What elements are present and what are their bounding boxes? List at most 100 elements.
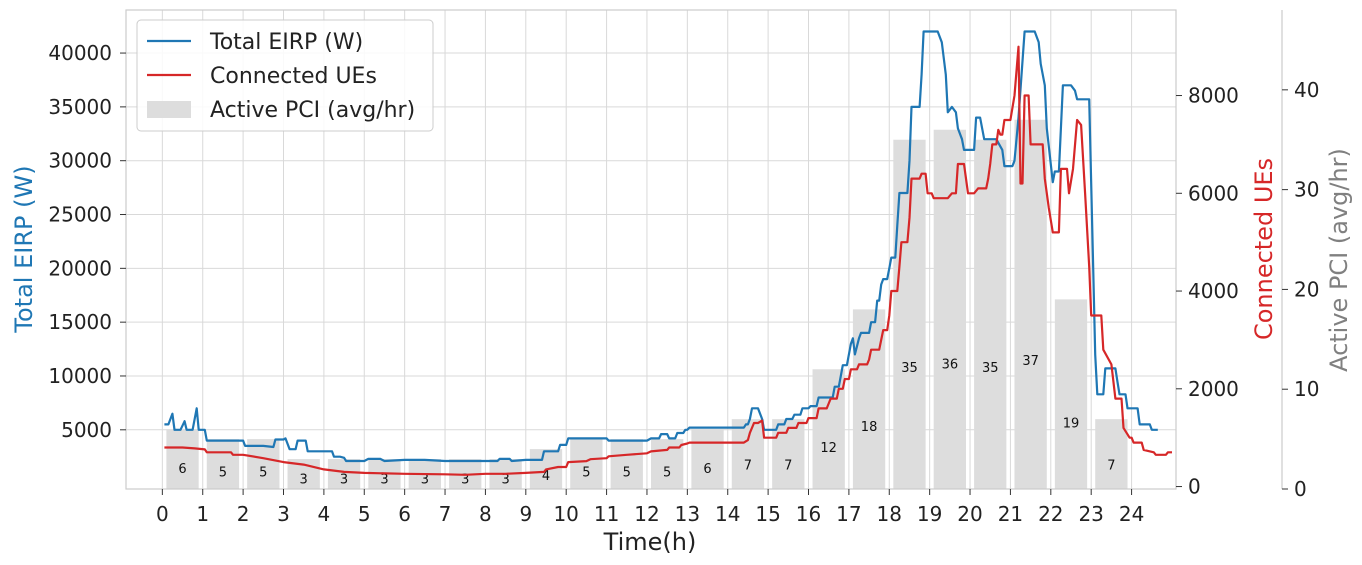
x-tick-label-13: 13: [675, 502, 700, 526]
x-tick-label-19: 19: [917, 502, 942, 526]
x-tick-label-18: 18: [877, 502, 902, 526]
y-left-tick-label-6: 35000: [48, 95, 112, 119]
pci-bar-label-16: 12: [820, 441, 837, 456]
y-left-tick-label-3: 20000: [48, 256, 112, 280]
pci-bar-label-14: 7: [744, 459, 752, 474]
x-tick-label-20: 20: [957, 502, 982, 526]
pci-bar-label-7: 3: [461, 473, 469, 488]
pci-bars: [166, 119, 1128, 489]
pci-bar-23: [1095, 419, 1128, 489]
pci-bar-0: [166, 429, 199, 489]
x-tick-label-24: 24: [1119, 502, 1144, 526]
pci-bar-20: [974, 139, 1007, 489]
y-axis-right-ues: 0 2000 4000 6000 8000: [1176, 84, 1239, 499]
pci-bar-13: [691, 429, 724, 489]
x-axis-title: Time(h): [603, 528, 697, 556]
pci-bar-label-11: 5: [623, 466, 631, 481]
pci-bar-label-5: 3: [380, 473, 388, 488]
pci-bar-16: [812, 369, 845, 489]
y-left-tick-label-7: 40000: [48, 41, 112, 65]
ues-line: [164, 45, 1172, 476]
x-axis: 0 1 2 3 4 5 6 7 8 9 10 11 12 13 14 15 16 17 18 19 20 21 22 23 24: [156, 489, 1144, 526]
y-ues-tick-label-2: 4000: [1188, 279, 1239, 303]
pci-bar-label-18: 35: [901, 361, 918, 376]
pci-bar-label-1: 5: [219, 466, 227, 481]
y-pci-tick-label-4: 40: [1294, 78, 1319, 102]
series-lines: [164, 30, 1172, 476]
pci-bar-label-4: 3: [340, 473, 348, 488]
plot-frame: [125, 9, 1177, 490]
x-tick-label-12: 12: [634, 502, 659, 526]
x-tick-label-5: 5: [358, 502, 371, 526]
pci-bar-label-12: 5: [663, 466, 671, 481]
y-left-tick-label-1: 10000: [48, 364, 112, 388]
y-axis-left: 5000 10000 15000 20000 25000 30000 35000 40000: [48, 41, 126, 442]
x-tick-label-6: 6: [398, 502, 411, 526]
pci-bar-label-8: 3: [501, 473, 509, 488]
y-left-tick-label-0: 5000: [61, 418, 112, 442]
legend-label-eirp: Total EIRP (W): [209, 30, 363, 55]
y-ues-tick-label-1: 2000: [1188, 377, 1239, 401]
x-tick-label-8: 8: [479, 502, 492, 526]
pci-bar-label-19: 36: [942, 357, 959, 372]
legend-label-ues: Connected UEs: [210, 64, 377, 89]
x-tick-label-22: 22: [1038, 502, 1063, 526]
legend-label-pci: Active PCI (avg/hr): [210, 98, 415, 123]
pci-bar-22: [1054, 299, 1088, 489]
pci-bar-14: [731, 419, 765, 489]
x-tick-label-15: 15: [755, 502, 780, 526]
x-tick-label-0: 0: [156, 502, 169, 526]
pci-bar-label-13: 6: [703, 462, 711, 477]
y-pci-tick-label-2: 20: [1294, 277, 1319, 301]
x-tick-label-7: 7: [439, 502, 452, 526]
y-pci-tick-label-3: 30: [1294, 178, 1319, 202]
pci-bar-label-17: 18: [861, 420, 878, 435]
legend-box: [136, 19, 434, 132]
x-tick-label-9: 9: [519, 502, 532, 526]
pci-bar-label-2: 5: [259, 466, 267, 481]
pci-bar-label-15: 7: [784, 459, 792, 474]
pci-bar-label-6: 3: [421, 473, 429, 488]
y-ues-tick-label-4: 8000: [1188, 84, 1239, 108]
pci-bar-label-22: 19: [1063, 417, 1080, 432]
pci-bar-label-20: 35: [982, 361, 999, 376]
y-axis-left-title: Total EIRP (W): [10, 165, 38, 333]
x-tick-label-16: 16: [796, 502, 821, 526]
y-axis-right-pci-title: Active PCI (avg/hr): [1325, 148, 1353, 372]
x-tick-label-14: 14: [715, 502, 740, 526]
y-ues-tick-label-0: 0: [1188, 475, 1201, 499]
x-tick-label-10: 10: [553, 502, 578, 526]
y-pci-tick-label-1: 10: [1294, 377, 1319, 401]
y-left-tick-label-2: 15000: [48, 310, 112, 334]
x-tick-label-4: 4: [318, 502, 331, 526]
pci-bar-label-0: 6: [178, 462, 186, 477]
x-tick-label-23: 23: [1078, 502, 1103, 526]
pci-bar-label-23: 7: [1107, 459, 1115, 474]
pci-bar-labels: 6 5 5 3 3 3 3 3 3 4 5 5 5 6 7 7 12 18 35 36 35 37 19 7: [178, 354, 1115, 488]
x-tick-label-21: 21: [998, 502, 1023, 526]
pci-bar-label-3: 3: [300, 473, 308, 488]
pci-bar-label-21: 37: [1022, 354, 1039, 369]
pci-bar-label-10: 5: [582, 466, 590, 481]
y-pci-tick-label-0: 0: [1294, 477, 1307, 501]
pci-bar-19: [933, 129, 966, 489]
legend: Total EIRP (W) Connected UEs Active PCI …: [136, 19, 434, 132]
x-tick-label-2: 2: [237, 502, 250, 526]
pci-bar-17: [852, 309, 886, 489]
y-left-tick-label-4: 25000: [48, 203, 112, 227]
pci-bar-4: [327, 459, 361, 489]
y-axis-right-pci: 0 10 20 30 40: [1281, 10, 1319, 501]
y-ues-tick-label-3: 6000: [1188, 181, 1239, 205]
pci-bar-18: [893, 139, 926, 489]
y-axis-right-ues-title: Connected UEs: [1250, 158, 1278, 340]
x-tick-label-11: 11: [594, 502, 619, 526]
y-left-tick-label-5: 30000: [48, 149, 112, 173]
pci-bar-1: [206, 439, 240, 489]
pci-bar-11: [610, 439, 643, 489]
x-tick-label-17: 17: [836, 502, 861, 526]
pci-bar-10: [570, 439, 603, 489]
eirp-line: [164, 30, 1158, 463]
x-tick-label-1: 1: [196, 502, 209, 526]
x-tick-label-3: 3: [277, 502, 290, 526]
